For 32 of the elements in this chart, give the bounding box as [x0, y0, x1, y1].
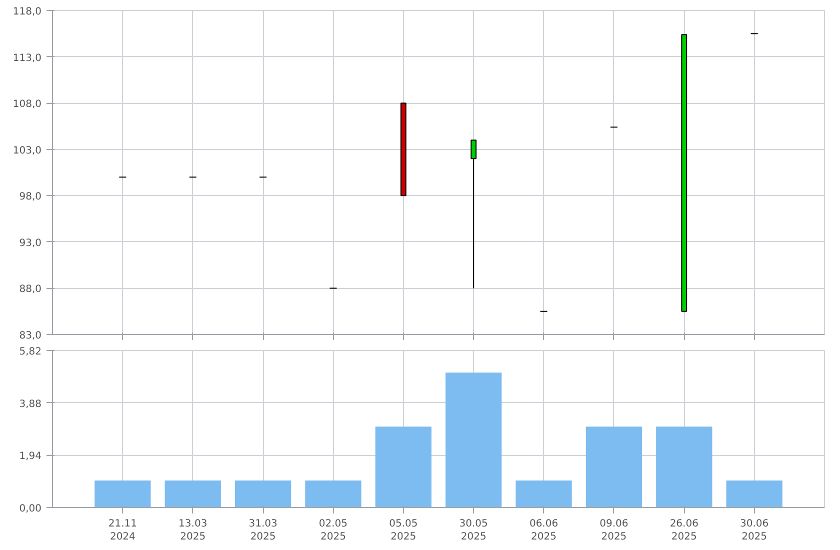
- bar: [656, 426, 712, 508]
- y-tick-label: 113,0: [12, 52, 42, 64]
- x-tick-label: 30.06 2025: [740, 518, 769, 543]
- y-tick-label: 5,82: [19, 346, 42, 358]
- x-tick-label: 02.05 2025: [318, 518, 348, 543]
- bar: [94, 480, 151, 508]
- bar: [164, 480, 221, 508]
- x-tick-label: 13.03 2025: [178, 518, 208, 543]
- bar: [726, 480, 782, 508]
- y-tick-label: 0,00: [19, 504, 42, 514]
- x-tick-label: 30.05 2025: [459, 518, 488, 543]
- bar: [305, 480, 362, 508]
- y-tick-label: 108,0: [12, 99, 42, 110]
- y-tick-label: 83,0: [19, 330, 42, 342]
- x-tick-label: 21.11 2024: [108, 518, 138, 543]
- y-tick-label: 3,88: [19, 398, 42, 410]
- y-tick-label: 88,0: [19, 284, 42, 296]
- bar: [516, 480, 572, 508]
- y-tick-label: 93,0: [19, 238, 42, 249]
- x-tick-label: 09.06 2025: [600, 518, 628, 543]
- y-tick-label: 98,0: [19, 192, 42, 203]
- bar: [446, 372, 502, 508]
- bar: [586, 426, 642, 508]
- x-tick-label: 05.05 2025: [389, 518, 418, 543]
- y-tick-label: 118,0: [12, 6, 42, 18]
- y-tick-label: 1,94: [19, 451, 42, 462]
- bar: [234, 480, 292, 508]
- x-tick-label: 31.03 2025: [248, 518, 278, 543]
- x-tick-label: 26.06 2025: [670, 518, 698, 543]
- x-tick-label: 06.06 2025: [529, 518, 558, 543]
- bar: [375, 426, 432, 508]
- y-tick-label: 103,0: [12, 145, 42, 156]
